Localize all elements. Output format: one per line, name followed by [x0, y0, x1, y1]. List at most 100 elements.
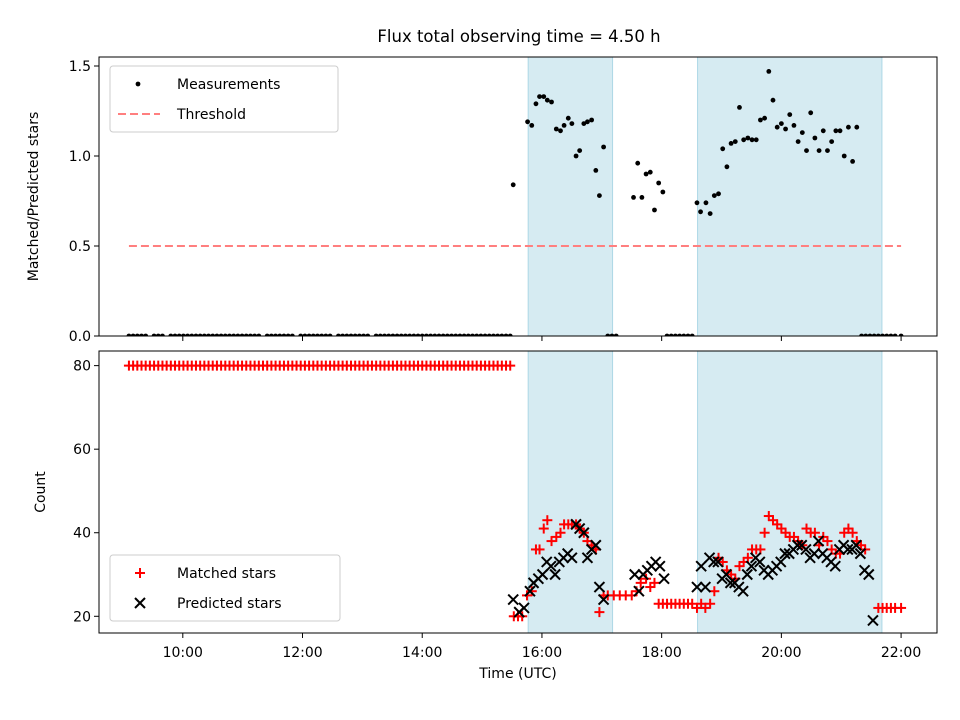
predicted-stars-point-54 — [791, 539, 804, 551]
measurements-point-12 — [185, 333, 190, 336]
measurements-point-154 — [816, 148, 822, 154]
measurements-point-84 — [503, 333, 509, 336]
measurements-point-35 — [285, 333, 291, 336]
measurements-point-82 — [495, 333, 501, 336]
measurements-point-15 — [197, 333, 203, 336]
legend-entry-0-marker — [135, 81, 141, 87]
predicted-stars-point-35 — [712, 556, 724, 568]
measurements-point-108 — [609, 333, 615, 336]
measurements-point-94 — [553, 126, 559, 132]
predicted-stars-point-21 — [597, 593, 610, 606]
predicted-stars-point-50-b — [775, 556, 787, 568]
axes-frame — [98, 56, 938, 337]
predicted-stars-point-38 — [724, 577, 737, 589]
measurements-point-31 — [268, 333, 274, 336]
observing-window-1 — [697, 57, 883, 336]
predicted-stars-point-22-b — [629, 568, 641, 581]
measurements-point-91 — [541, 94, 547, 99]
x-tick-label-5: 20:00 — [761, 645, 801, 661]
predicted-stars-point-17 — [581, 552, 594, 564]
measurements-point-134 — [732, 139, 738, 145]
predicted-stars-point-37 — [720, 568, 733, 581]
measurements-point-135 — [737, 105, 742, 110]
measurements-point-128 — [707, 211, 713, 217]
predicted-stars-point-34 — [708, 556, 720, 568]
measurements-point-25 — [239, 333, 245, 336]
measurements-point-85 — [507, 333, 513, 336]
legend-entry-0-label: Measurements — [177, 77, 280, 93]
measurements-point-21 — [222, 333, 228, 336]
x-axis-label: Time (UTC) — [478, 666, 556, 682]
measurements-point-149 — [795, 139, 801, 145]
measurements-point-89 — [533, 101, 539, 107]
measurements-point-77 — [474, 333, 480, 336]
measurements-point-38 — [302, 333, 308, 336]
x-tick-label-2: 14:00 — [402, 645, 442, 661]
measurements-point-42 — [319, 333, 325, 336]
measurements-point-172 — [892, 333, 898, 336]
measurements-point-3 — [139, 333, 144, 336]
predicted-stars-point-66 — [842, 543, 854, 556]
matched-stars-point-146 — [742, 552, 753, 563]
predicted-stars-point-20-b — [593, 581, 606, 593]
measurements-point-74 — [461, 333, 467, 336]
measurements-point-141 — [762, 115, 768, 121]
measurements-point-114 — [647, 169, 653, 175]
legend-entry-1-label: Predicted stars — [177, 596, 282, 612]
measurements-point-33 — [277, 333, 283, 336]
y-axis-label: Matched/Predicted stars — [26, 112, 42, 282]
predicted-stars-point-37-b — [720, 568, 733, 581]
predicted-stars-point-30 — [691, 581, 703, 593]
measurements-point-132 — [724, 164, 730, 170]
measurements-point-144 — [774, 124, 780, 130]
predicted-stars-point-51-b — [779, 547, 791, 560]
measurements-point-1 — [130, 333, 136, 336]
measurements-point-145 — [778, 121, 784, 126]
measurements-point-133 — [728, 141, 734, 146]
plot-area — [126, 57, 904, 336]
matched-stars-point-171 — [847, 527, 858, 538]
measurements-point-28 — [252, 333, 258, 336]
predicted-stars-point-28 — [654, 560, 666, 572]
predicted-stars-point-19-b — [590, 539, 602, 551]
y-tick-label-3: 1.5 — [69, 59, 91, 75]
measurements-point-59 — [398, 333, 404, 336]
measurements-point-138 — [749, 137, 755, 143]
measurements-point-129 — [711, 193, 717, 199]
measurements-point-140 — [758, 117, 763, 123]
measurements-point-60 — [403, 333, 408, 336]
measurements-point-155 — [820, 128, 826, 134]
predicted-stars-point-29 — [658, 572, 670, 585]
matched-stars-point-113 — [594, 607, 605, 618]
measurements-point-116 — [656, 180, 662, 186]
predicted-stars-point-59-b — [812, 535, 825, 547]
measurements-point-152 — [808, 110, 814, 116]
measurements-point-41 — [315, 333, 320, 336]
measurements-point-18 — [210, 333, 216, 336]
predicted-stars-point-2 — [518, 602, 530, 614]
predicted-stars-point-69-b — [854, 547, 867, 560]
measurements-point-165 — [863, 333, 869, 336]
measurements-point-14 — [193, 333, 199, 336]
measurements-point-90 — [537, 94, 542, 99]
measurements-point-5 — [151, 333, 157, 336]
measurements-point-164 — [859, 333, 864, 336]
figure-title: Flux total observing time = 4.50 h — [377, 27, 660, 46]
predicted-stars-point-41 — [737, 585, 749, 597]
x-tick-label-6: 22:00 — [881, 645, 921, 661]
predicted-stars-point-72-b — [867, 614, 879, 627]
matched-stars-point-180 — [896, 602, 907, 613]
measurements-point-22 — [227, 333, 232, 336]
y-tick-label-2: 60 — [73, 442, 91, 458]
predicted-stars-point-68-b — [850, 539, 862, 551]
matched-stars-point-124 — [649, 577, 660, 588]
measurements-point-150 — [799, 130, 805, 136]
predicted-stars-point-63 — [829, 560, 841, 572]
predicted-stars-point-42-b — [741, 568, 753, 581]
measurements-point-115 — [652, 207, 657, 213]
measurements-point-23 — [231, 333, 237, 336]
measurements-point-126 — [698, 209, 703, 215]
predicted-stars-point-23 — [633, 585, 645, 597]
measurements-point-10 — [176, 333, 182, 336]
measurements-point-121 — [677, 333, 683, 336]
